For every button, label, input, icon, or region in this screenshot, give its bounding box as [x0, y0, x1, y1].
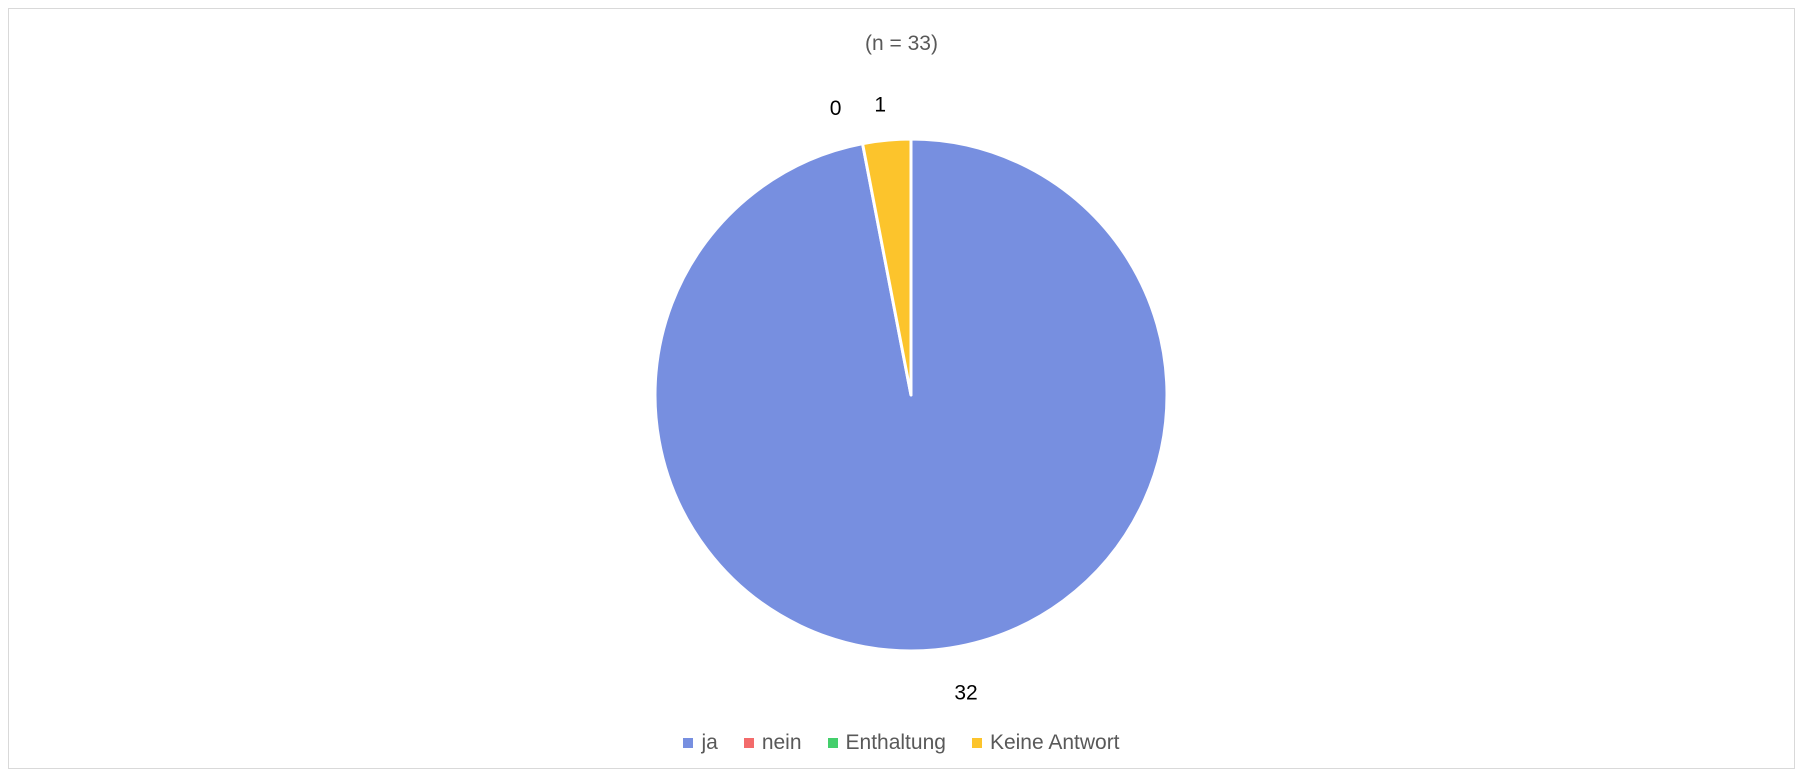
legend-item-ja: ja [683, 731, 718, 755]
legend-swatch-keine-antwort [971, 738, 982, 748]
pie-slice-keine-antwort [861, 137, 913, 397]
legend-item-keine-antwort: Keine Antwort [971, 731, 1120, 755]
legend-label-keine-antwort: Keine Antwort [989, 731, 1120, 754]
legend-swatch-nein [743, 738, 754, 748]
legend: ja nein Enthaltung Keine Antwort [0, 731, 1803, 755]
legend-swatch-ja [683, 738, 694, 748]
legend-item-nein: nein [743, 731, 802, 755]
legend-label-nein: nein [761, 731, 802, 754]
legend-label-ja: ja [701, 731, 718, 754]
data-label-nein: 0 [830, 97, 842, 120]
chart-subtitle: (n = 33) [865, 32, 938, 55]
data-label-ja: 32 [954, 682, 977, 705]
data-label-keine-antwort: 1 [874, 93, 886, 116]
legend-label-enthaltung: Enthaltung [845, 731, 946, 754]
legend-item-enthaltung: Enthaltung [827, 731, 946, 755]
legend-swatch-enthaltung [827, 738, 838, 748]
